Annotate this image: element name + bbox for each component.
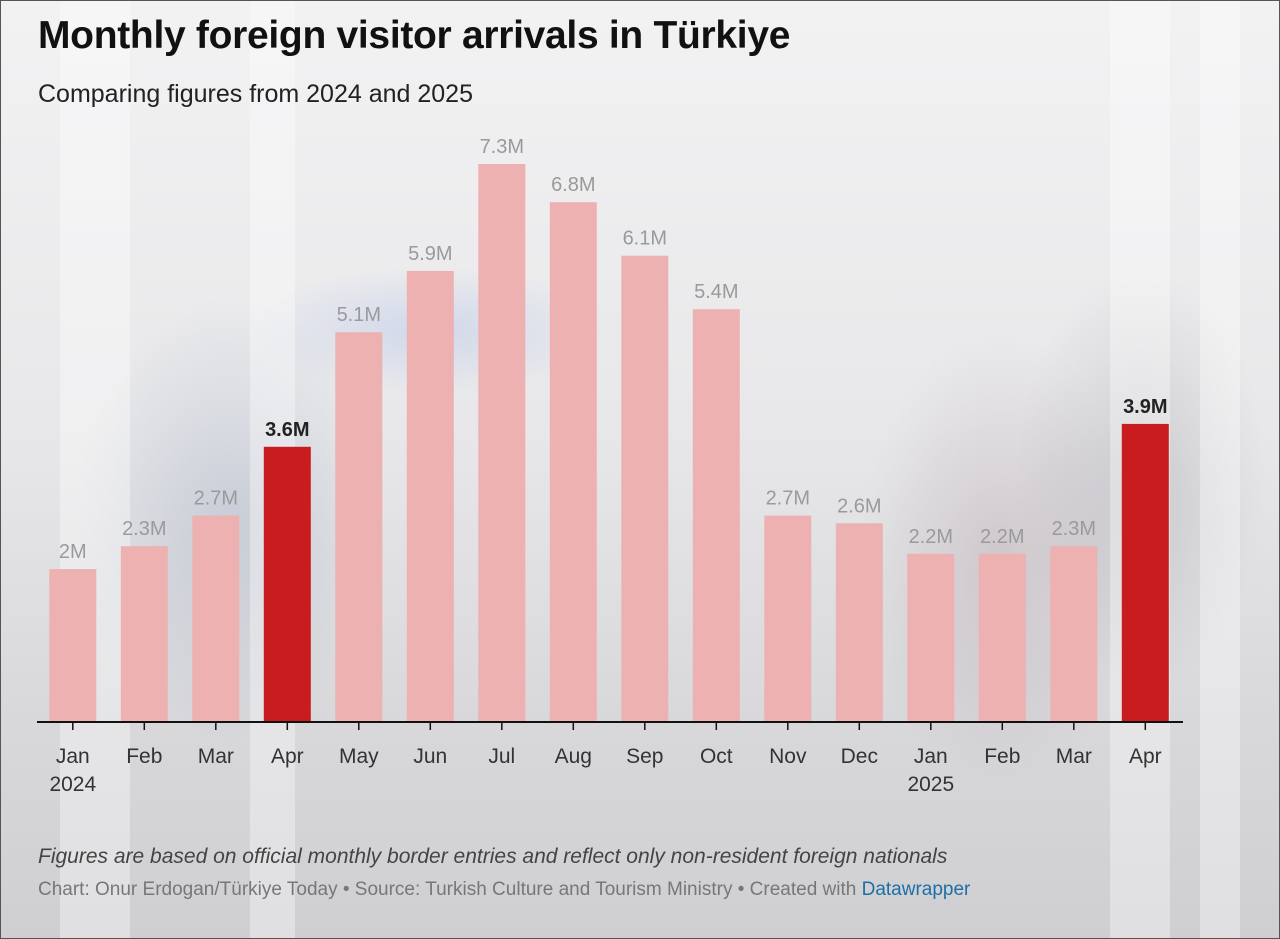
value-label-6: 5.9M: [408, 243, 452, 265]
x-tick-label-10: Oct: [700, 745, 733, 768]
bar-9: [621, 255, 669, 722]
value-labels-group: 2M 2.3M 2.7M 3.6M 5.1M 5.9M 7.3M 6.8M 6.1M 5.4M 2.…: [59, 136, 1168, 563]
bar-13: [907, 553, 955, 722]
bar-10: [692, 309, 740, 722]
value-label-4: 3.6M: [265, 419, 309, 441]
bars-group: [49, 164, 1169, 722]
x-tick-label-1: Jan: [56, 745, 90, 768]
x-tick-label-14: Feb: [984, 745, 1020, 768]
value-label-9: 6.1M: [623, 228, 667, 250]
x-tick-label-11: Nov: [769, 745, 807, 768]
x-tick-label-16: Apr: [1129, 745, 1162, 768]
bar-12: [835, 523, 883, 722]
x-tick-label-13: Jan: [914, 745, 948, 768]
bar-15: [1050, 546, 1098, 722]
bar-6: [406, 271, 454, 722]
x-tick-label-5: May: [339, 745, 379, 768]
x-tick-label-6: Jun: [413, 745, 447, 768]
x-tick-label-3: Mar: [198, 745, 234, 768]
bar-16: [1121, 423, 1169, 722]
bar-14: [978, 553, 1026, 722]
value-label-12: 2.6M: [837, 495, 881, 517]
bar-3: [192, 515, 240, 722]
datawrapper-link[interactable]: Datawrapper: [861, 879, 971, 900]
value-label-2: 2.3M: [122, 518, 166, 540]
value-label-7: 7.3M: [480, 136, 524, 158]
x-ticks-group: [72, 722, 1147, 730]
bar-1: [49, 569, 97, 722]
value-label-15: 2.3M: [1052, 518, 1096, 540]
value-label-5: 5.1M: [337, 304, 381, 326]
value-label-8: 6.8M: [551, 174, 595, 196]
chart-title: Monthly foreign visitor arrivals in Türk…: [38, 14, 791, 57]
x-year-label-13: 2025: [907, 773, 954, 796]
bar-8: [549, 202, 597, 722]
credit-text: Chart: Onur Erdogan/Türkiye Today • Sour…: [38, 879, 862, 900]
x-tick-label-7: Jul: [488, 745, 515, 768]
x-tick-label-8: Aug: [555, 745, 592, 768]
bar-11: [764, 515, 812, 722]
x-tick-labels-group: Jan 2024 Feb Mar Apr May Jun Jul Aug Sep Oct Nov Dec…: [49, 745, 1161, 796]
value-label-10: 5.4M: [694, 281, 738, 303]
value-label-16: 3.9M: [1123, 396, 1167, 418]
value-label-11: 2.7M: [766, 488, 810, 510]
x-tick-label-9: Sep: [626, 745, 663, 768]
x-tick-label-15: Mar: [1056, 745, 1092, 768]
chart-credit: Chart: Onur Erdogan/Türkiye Today • Sour…: [38, 879, 970, 901]
bar-2: [120, 546, 168, 722]
bar-4: [263, 446, 311, 722]
bar-5: [335, 332, 383, 722]
value-label-14: 2.2M: [980, 526, 1024, 548]
bar-7: [478, 164, 526, 722]
value-label-3: 2.7M: [194, 488, 238, 510]
value-label-1: 2M: [59, 541, 87, 563]
x-tick-label-2: Feb: [126, 745, 162, 768]
value-label-13: 2.2M: [909, 526, 953, 548]
x-tick-label-12: Dec: [841, 745, 878, 768]
chart-subtitle: Comparing figures from 2024 and 2025: [38, 80, 473, 108]
chart-note: Figures are based on official monthly bo…: [38, 845, 948, 868]
x-year-label-1: 2024: [49, 773, 96, 796]
x-tick-label-4: Apr: [271, 745, 304, 768]
